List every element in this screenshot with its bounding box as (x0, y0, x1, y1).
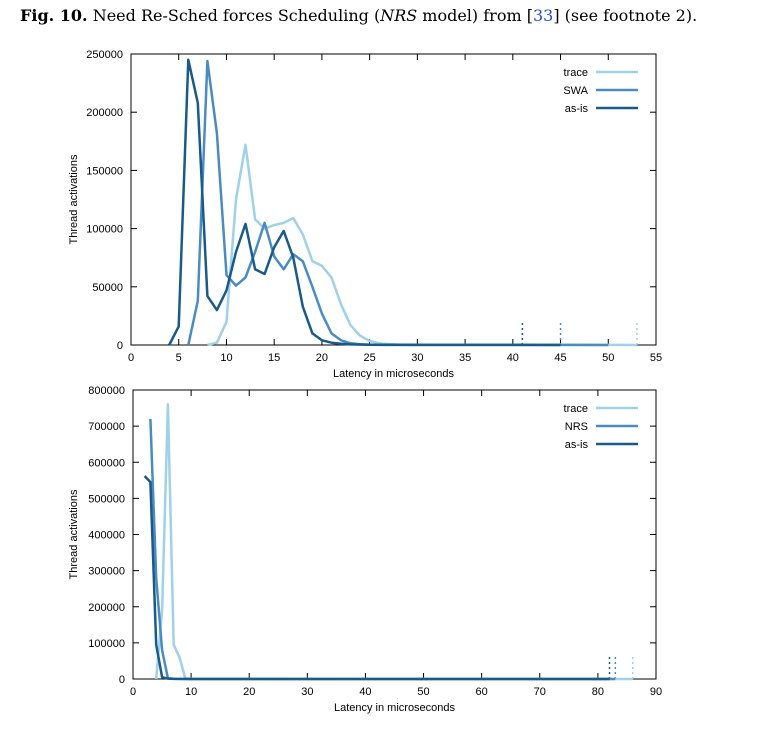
y-tick-label: 150000 (86, 165, 123, 177)
caption-text-before: Need Re-Sched forces Scheduling ( (87, 6, 381, 25)
x-tick-label: 15 (268, 352, 280, 364)
x-tick-label: 35 (459, 352, 471, 364)
series-line-as-is (143, 475, 610, 681)
x-tick-label: 45 (554, 352, 566, 364)
series-line-as-is (168, 58, 561, 347)
legend-label: trace (564, 67, 588, 79)
y-tick-label: 600000 (88, 457, 125, 469)
x-tick-label: 10 (220, 352, 232, 364)
x-axis-label: Latency in microseconds (333, 368, 455, 380)
x-tick-label: 30 (411, 352, 423, 364)
series-line-swa (187, 59, 609, 347)
caption-reference-link[interactable]: 33 (532, 6, 554, 25)
legend-label: as-is (565, 439, 589, 451)
series-line-nrs (149, 418, 616, 681)
figure-caption: Fig. 10. Need Re-Sched forces Scheduling… (20, 6, 770, 25)
legend-label: as-is (565, 103, 589, 115)
caption-text-mid: model) from [ (417, 6, 533, 25)
legend-label: NRS (565, 421, 588, 433)
y-tick-label: 0 (119, 674, 125, 686)
x-tick-label: 60 (476, 686, 488, 698)
x-tick-label: 50 (417, 686, 429, 698)
y-tick-label: 800000 (88, 385, 125, 397)
x-tick-label: 5 (176, 352, 182, 364)
y-tick-label: 300000 (88, 566, 125, 578)
x-tick-label: 0 (130, 686, 136, 698)
x-tick-label: 55 (650, 352, 662, 364)
y-tick-label: 500000 (88, 493, 125, 505)
x-tick-label: 0 (128, 352, 134, 364)
caption-model: NRS (380, 6, 418, 25)
y-tick-label: 700000 (88, 421, 125, 433)
y-axis-label: Thread activations (68, 489, 80, 579)
y-tick-label: 200000 (86, 107, 123, 119)
x-tick-label: 20 (243, 686, 255, 698)
series-line-trace (154, 403, 633, 681)
chart-top: 0 5 10 15 20 25 30 35 40 45 50 55 0 50000 100000 150000… (68, 49, 662, 380)
y-tick-label: 200000 (88, 602, 125, 614)
x-tick-label: 90 (650, 686, 662, 698)
x-tick-label: 40 (507, 352, 519, 364)
x-tick-label: 20 (316, 352, 328, 364)
y-tick-label: 0 (117, 340, 123, 352)
legend-label: SWA (563, 85, 588, 97)
x-tick-label: 80 (592, 686, 604, 698)
x-axis-label: Latency in microseconds (334, 702, 456, 714)
x-tick-label: 40 (359, 686, 371, 698)
figure-number: Fig. 10. (20, 6, 88, 25)
y-tick-label: 400000 (88, 530, 125, 542)
x-tick-label: 25 (364, 352, 376, 364)
y-tick-label: 100000 (88, 638, 125, 650)
caption-text-after: ] (see footnote 2). (553, 6, 698, 25)
y-tick-label: 250000 (86, 49, 123, 61)
legend-label: trace (564, 403, 588, 415)
y-axis-label: Thread activations (68, 154, 80, 244)
y-tick-label: 100000 (86, 224, 123, 236)
y-tick-label: 50000 (92, 282, 123, 294)
x-tick-label: 10 (185, 686, 197, 698)
x-tick-label: 50 (602, 352, 614, 364)
chart-bottom: 0 10 20 30 40 50 60 70 80 90 0 100000 200000 300000 40… (68, 385, 662, 714)
x-tick-label: 30 (301, 686, 313, 698)
plot-frame (132, 389, 657, 680)
x-tick-label: 70 (534, 686, 546, 698)
